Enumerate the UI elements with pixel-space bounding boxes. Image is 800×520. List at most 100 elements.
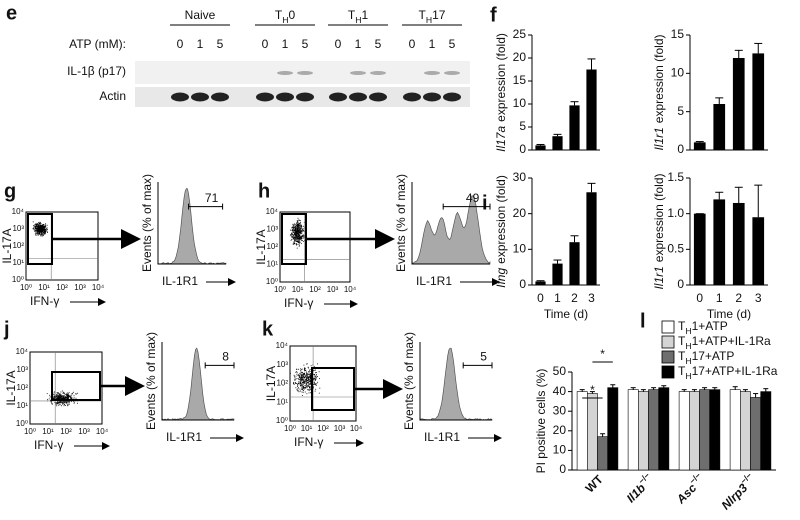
event-dot — [53, 391, 55, 393]
event-dot — [300, 385, 302, 387]
event-dot — [297, 389, 299, 391]
bar — [693, 213, 706, 285]
event-dot — [297, 230, 299, 232]
event-dot — [303, 364, 305, 366]
flow-tick: 10² — [16, 383, 28, 392]
event-dot — [296, 389, 298, 391]
event-dot — [308, 389, 309, 391]
event-dot — [73, 397, 75, 399]
event-dot — [293, 237, 295, 239]
dot-plot-frame — [25, 211, 99, 281]
blot-group-part: 0 — [288, 8, 295, 22]
event-dot — [293, 224, 295, 226]
bar — [637, 391, 649, 471]
event-dot — [301, 368, 303, 370]
event-dot — [35, 222, 37, 224]
event-dot — [299, 236, 301, 238]
event-dot — [305, 376, 307, 378]
event-dot — [296, 222, 298, 224]
event-dot — [298, 223, 300, 225]
flow-tick: 10² — [309, 285, 321, 294]
bar — [750, 397, 761, 471]
flow-tick: 10² — [266, 242, 278, 251]
y-tick-label: 0.5 — [667, 242, 684, 256]
event-dot — [34, 230, 36, 232]
event-dot — [299, 377, 301, 379]
event-dot — [314, 383, 316, 385]
event-dot — [36, 228, 38, 230]
event-dot — [53, 392, 55, 394]
event-dot — [45, 224, 47, 226]
dose-label: 1 — [282, 37, 289, 51]
y-tick-label: 25 — [513, 27, 527, 41]
event-dot — [310, 392, 312, 394]
x-axis-label: IFN-γ — [34, 438, 63, 452]
flow-tick: 10⁴ — [276, 341, 289, 350]
bar — [569, 242, 580, 285]
y-axis-label: Il17a expression (fold) — [494, 33, 508, 152]
event-dot — [315, 372, 317, 374]
bar — [713, 199, 726, 285]
event-dot — [297, 223, 299, 225]
il1b-band — [277, 71, 293, 75]
blot-group-part: T — [348, 8, 356, 22]
event-dot — [297, 378, 299, 379]
actin-band — [171, 92, 189, 102]
event-dot — [301, 383, 303, 385]
event-dot — [299, 234, 301, 236]
y-tick-label: 0 — [519, 277, 526, 291]
event-dot — [38, 231, 40, 233]
flow-tick: 10⁰ — [16, 419, 28, 428]
y-tick-label: 0 — [559, 462, 566, 476]
bar — [569, 105, 580, 150]
event-dot — [68, 403, 70, 405]
event-dot — [55, 396, 57, 398]
actin-band — [349, 92, 367, 102]
event-dot — [35, 230, 37, 232]
event-dot — [315, 372, 317, 374]
flow-tick: 10³ — [16, 365, 28, 374]
event-dot — [309, 388, 311, 390]
event-dot — [298, 245, 300, 247]
event-dot — [73, 401, 75, 403]
event-dot — [315, 384, 317, 386]
event-dot — [302, 379, 303, 381]
event-dot — [309, 374, 311, 376]
event-dot — [304, 387, 305, 389]
event-dot — [295, 228, 297, 230]
event-dot — [39, 226, 41, 228]
event-dot — [38, 222, 40, 224]
event-dot — [33, 227, 34, 229]
event-dot — [35, 228, 37, 230]
y-axis-label: IL-17A — [264, 366, 278, 401]
legend-label-part: H — [685, 341, 691, 351]
bar — [586, 69, 597, 150]
event-dot — [303, 375, 305, 377]
event-dot — [292, 226, 294, 228]
event-dot — [36, 233, 38, 235]
event-dot — [319, 387, 321, 389]
event-dot — [306, 376, 308, 378]
x-tick-label: 2 — [571, 291, 578, 305]
blot-group-part: Naive — [185, 8, 216, 22]
event-dot — [299, 244, 300, 246]
event-dot — [297, 390, 299, 392]
event-dot — [73, 402, 75, 404]
bar — [552, 263, 563, 285]
event-dot — [304, 379, 306, 381]
event-dot — [41, 226, 43, 227]
blot-group-part: T — [419, 8, 427, 22]
event-dot — [316, 383, 318, 385]
event-dot — [299, 235, 301, 237]
event-dot — [51, 402, 53, 404]
event-dot — [296, 238, 297, 239]
event-dot — [307, 366, 309, 368]
bar — [535, 281, 546, 285]
event-dot — [61, 395, 62, 397]
x-tick-label: 3 — [588, 291, 595, 305]
hist-y-label: Events (% of max) — [394, 174, 408, 272]
sig-star: * — [590, 383, 595, 397]
event-dot — [77, 392, 79, 394]
event-dot — [300, 240, 302, 242]
event-dot — [308, 385, 310, 387]
